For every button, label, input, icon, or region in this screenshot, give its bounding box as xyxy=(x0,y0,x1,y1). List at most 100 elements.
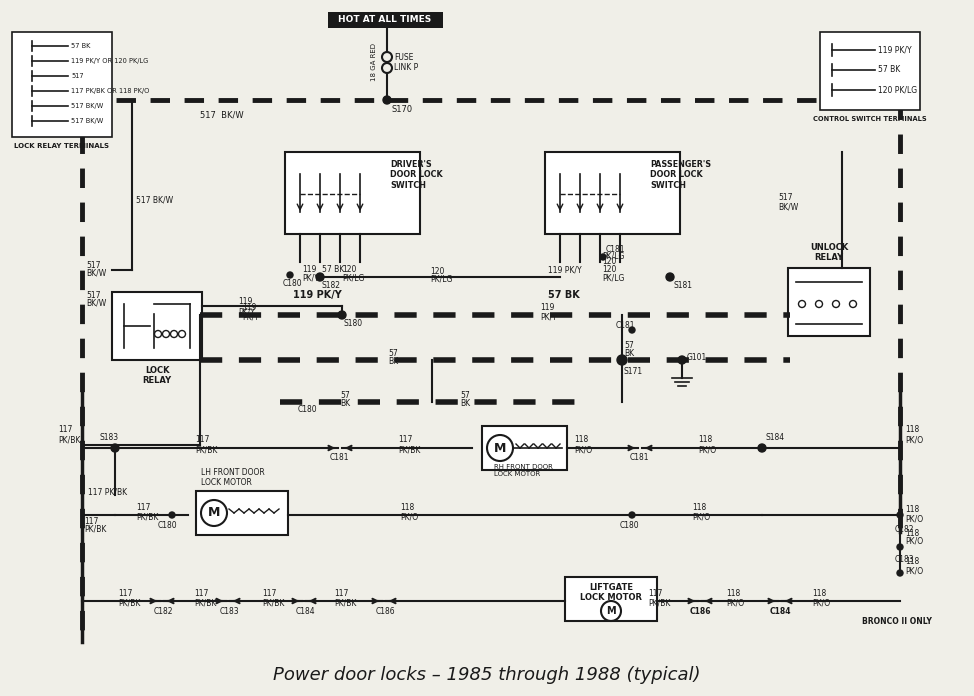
Bar xyxy=(328,12,443,28)
Text: 118: 118 xyxy=(574,436,588,445)
Text: 117: 117 xyxy=(136,503,150,512)
Text: 119 PK/Y: 119 PK/Y xyxy=(548,265,581,274)
Text: 120: 120 xyxy=(602,265,617,274)
Text: 118: 118 xyxy=(905,557,919,565)
Bar xyxy=(788,268,870,336)
Text: 517: 517 xyxy=(86,290,100,299)
Text: 57 BK: 57 BK xyxy=(878,65,900,74)
Text: 517: 517 xyxy=(71,73,84,79)
Text: 120: 120 xyxy=(430,267,444,276)
Text: G101: G101 xyxy=(687,354,707,363)
Text: C186: C186 xyxy=(690,606,711,615)
Text: 118: 118 xyxy=(726,589,740,597)
Text: 118: 118 xyxy=(698,436,712,445)
Text: LOCK RELAY TERMINALS: LOCK RELAY TERMINALS xyxy=(15,143,109,149)
Text: C182: C182 xyxy=(154,606,173,615)
Text: 18 GA RED: 18 GA RED xyxy=(371,43,377,81)
Text: PK/O: PK/O xyxy=(400,512,418,521)
Text: C181: C181 xyxy=(330,454,350,463)
Text: PK/BK: PK/BK xyxy=(648,599,670,608)
Text: 117: 117 xyxy=(398,436,412,445)
Text: C180: C180 xyxy=(283,280,303,289)
Text: 118: 118 xyxy=(905,528,919,537)
Text: Power door locks – 1985 through 1988 (typical): Power door locks – 1985 through 1988 (ty… xyxy=(274,666,700,684)
Text: BRONCO II ONLY: BRONCO II ONLY xyxy=(862,617,932,626)
Text: PK/LG: PK/LG xyxy=(602,251,624,260)
Text: S180: S180 xyxy=(344,319,363,329)
Text: PK/O: PK/O xyxy=(905,436,923,445)
Text: M: M xyxy=(494,441,506,454)
Text: 57 BK: 57 BK xyxy=(548,290,580,300)
Text: PK/O: PK/O xyxy=(905,514,923,523)
Text: M: M xyxy=(606,606,616,616)
Text: PK/LG: PK/LG xyxy=(430,274,452,283)
Text: 517: 517 xyxy=(778,193,793,203)
Circle shape xyxy=(897,512,903,518)
Text: RH FRONT DOOR
LOCK MOTOR: RH FRONT DOOR LOCK MOTOR xyxy=(494,464,553,477)
Bar xyxy=(112,292,202,360)
Bar xyxy=(196,491,288,535)
Text: 120: 120 xyxy=(342,265,356,274)
Circle shape xyxy=(111,444,119,452)
Text: 119: 119 xyxy=(238,297,252,306)
Text: PK/O: PK/O xyxy=(905,567,923,576)
Text: 517 BK/W: 517 BK/W xyxy=(71,118,103,124)
Text: PK/BK: PK/BK xyxy=(84,525,106,534)
Text: BK: BK xyxy=(340,400,350,409)
Text: C183: C183 xyxy=(895,555,915,564)
Text: PK/Y: PK/Y xyxy=(238,308,255,317)
Text: PK/BK: PK/BK xyxy=(262,599,284,608)
Text: 117: 117 xyxy=(262,589,277,597)
Text: M: M xyxy=(207,507,220,519)
Circle shape xyxy=(897,570,903,576)
Text: 517 BK/W: 517 BK/W xyxy=(71,103,103,109)
Text: 118: 118 xyxy=(905,425,919,434)
Text: C186: C186 xyxy=(376,606,395,615)
Text: 57: 57 xyxy=(624,340,634,349)
Text: 120: 120 xyxy=(602,258,617,267)
Text: C181: C181 xyxy=(630,454,650,463)
Circle shape xyxy=(169,512,175,518)
Text: C182: C182 xyxy=(895,525,915,534)
Text: UNLOCK
RELAY: UNLOCK RELAY xyxy=(809,243,848,262)
Text: PK/BK: PK/BK xyxy=(118,599,140,608)
Text: DRIVER'S
DOOR LOCK
SWITCH: DRIVER'S DOOR LOCK SWITCH xyxy=(390,160,442,190)
Circle shape xyxy=(629,512,635,518)
Text: HOT AT ALL TIMES: HOT AT ALL TIMES xyxy=(338,15,431,24)
Text: 517 BK/W: 517 BK/W xyxy=(136,196,173,205)
Text: 118: 118 xyxy=(400,503,414,512)
Text: 119: 119 xyxy=(302,265,317,274)
Text: 117: 117 xyxy=(195,436,209,445)
Text: PK/BK: PK/BK xyxy=(58,436,81,445)
Text: BK/W: BK/W xyxy=(86,269,106,278)
Text: PK/LG: PK/LG xyxy=(602,274,624,283)
Text: C180: C180 xyxy=(620,521,640,530)
Text: PK/BK: PK/BK xyxy=(194,599,216,608)
Text: C184: C184 xyxy=(296,606,316,615)
Text: BK/W: BK/W xyxy=(778,203,799,212)
Text: BK: BK xyxy=(624,349,634,358)
Text: PK/BK: PK/BK xyxy=(334,599,356,608)
Circle shape xyxy=(758,444,766,452)
Bar xyxy=(482,426,567,470)
Bar xyxy=(285,152,420,234)
Text: 119 PK/Y: 119 PK/Y xyxy=(878,45,912,54)
Text: C180: C180 xyxy=(158,521,177,530)
Text: S184: S184 xyxy=(765,434,784,443)
Text: 119 PK/Y: 119 PK/Y xyxy=(293,290,342,300)
Text: 57: 57 xyxy=(460,390,469,400)
Text: LINK P: LINK P xyxy=(394,63,418,72)
Text: 57 BK: 57 BK xyxy=(71,43,91,49)
Text: PK/O: PK/O xyxy=(812,599,830,608)
Text: PK/O: PK/O xyxy=(574,445,592,454)
Bar xyxy=(12,32,112,137)
Text: BK/W: BK/W xyxy=(86,299,106,308)
Text: 117 PK/BK: 117 PK/BK xyxy=(88,487,128,496)
Text: 117: 117 xyxy=(84,516,98,525)
Text: S170: S170 xyxy=(392,106,413,115)
Text: 117 PK/BK OR 118 PK/O: 117 PK/BK OR 118 PK/O xyxy=(71,88,149,94)
Text: C184: C184 xyxy=(770,606,792,615)
Circle shape xyxy=(287,272,293,278)
Text: LIFTGATE
LOCK MOTOR: LIFTGATE LOCK MOTOR xyxy=(580,583,642,603)
Text: PK/Y: PK/Y xyxy=(302,274,318,283)
